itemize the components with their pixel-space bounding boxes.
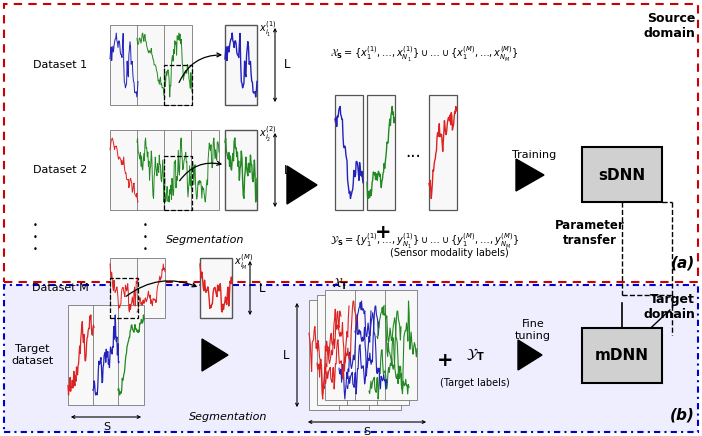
Text: $\mathcal{Y}_{\mathbf{T}}$: $\mathcal{Y}_{\mathbf{T}}$ [465,347,484,363]
Bar [164,130,192,210]
Text: +: + [375,222,391,242]
Bar [110,258,138,318]
Text: L: L [259,282,265,294]
Bar [4,4,698,282]
Text: $x_{i_M}^{(M)}$: $x_{i_M}^{(M)}$ [234,253,253,272]
Text: Training: Training [512,150,556,160]
Bar [110,25,138,105]
Text: $\mathcal{X}_{\mathbf{S}} = \{x_1^{(1)},\ldots,x_{N_1}^{(1)}\} \cup \ldots \cup : $\mathcal{X}_{\mathbf{S}} = \{x_1^{(1)},… [330,45,519,64]
Text: Segmentation: Segmentation [166,235,244,245]
Bar [93,305,119,405]
Text: •: • [32,245,37,253]
Text: Dataset 2: Dataset 2 [33,165,87,175]
Bar [429,95,457,210]
Bar [200,258,232,318]
Bar [385,290,417,400]
Text: $\mathcal{X}_{\mathbf{T}}$: $\mathcal{X}_{\mathbf{T}}$ [331,277,348,292]
Text: Segmentation: Segmentation [189,412,267,422]
Text: •: • [32,221,37,229]
Bar [582,327,662,382]
Text: Source
domain: Source domain [643,12,695,40]
Text: Parameter
transfer: Parameter transfer [555,219,625,247]
Bar [137,25,165,105]
Bar [68,305,94,405]
Text: $\mathcal{Y}_{\mathbf{S}} = \{y_1^{(1)},\ldots,y_{N_1}^{(1)}\} \cup \ldots \cup : $\mathcal{Y}_{\mathbf{S}} = \{y_1^{(1)},… [330,232,519,251]
Bar [164,25,192,105]
Bar [339,300,371,410]
Text: mDNN: mDNN [595,347,649,362]
Bar [369,300,401,410]
Bar [225,130,257,210]
Text: L: L [282,348,289,361]
Text: ...: ... [405,143,421,161]
Bar [317,295,349,405]
Bar [110,278,138,318]
Text: Target
domain: Target domain [643,293,695,321]
Text: L: L [284,58,291,72]
Text: sDNN: sDNN [598,167,646,183]
Bar [137,130,165,210]
Text: (b): (b) [670,407,695,422]
Text: Target
dataset: Target dataset [11,344,53,366]
Bar [347,295,379,405]
Text: Fine
tuning: Fine tuning [515,319,551,341]
Text: (Sensor modality labels): (Sensor modality labels) [390,248,509,258]
Text: •: • [143,221,147,229]
Text: L: L [284,164,291,177]
Text: •: • [143,245,147,253]
Text: S: S [364,427,371,436]
Bar [110,130,138,210]
Bar [4,285,698,432]
Bar [335,95,363,210]
Bar [377,295,409,405]
Bar [164,65,192,105]
Polygon shape [202,339,228,371]
Bar [325,290,357,400]
Bar [225,25,257,105]
Text: Dataset 1: Dataset 1 [33,60,87,70]
Text: +: + [437,351,453,369]
Bar [367,95,395,210]
Bar [137,258,165,318]
Bar [164,156,192,210]
Bar [355,290,387,400]
Text: (Target labels): (Target labels) [440,378,510,388]
Text: •: • [32,232,37,242]
Text: $x_{i_1}^{(1)}$: $x_{i_1}^{(1)}$ [259,20,277,39]
Text: Dataset M: Dataset M [32,283,88,293]
Bar [309,300,341,410]
Text: $x_{i_2}^{(2)}$: $x_{i_2}^{(2)}$ [259,125,277,144]
Text: S: S [103,422,110,432]
Bar [118,305,144,405]
Bar [191,130,219,210]
Bar [582,147,662,202]
Polygon shape [516,159,544,191]
Polygon shape [518,340,542,370]
Polygon shape [287,166,317,204]
Text: (a): (a) [670,255,695,270]
Text: •: • [143,232,147,242]
